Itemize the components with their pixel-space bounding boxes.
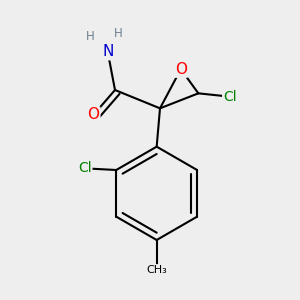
Text: CH₃: CH₃	[146, 265, 167, 275]
Text: O: O	[87, 107, 99, 122]
Text: H: H	[114, 27, 123, 40]
Text: N: N	[103, 44, 114, 59]
Text: H: H	[85, 30, 94, 43]
Text: O: O	[175, 62, 187, 77]
Text: Cl: Cl	[223, 90, 237, 104]
Text: Cl: Cl	[78, 161, 92, 175]
